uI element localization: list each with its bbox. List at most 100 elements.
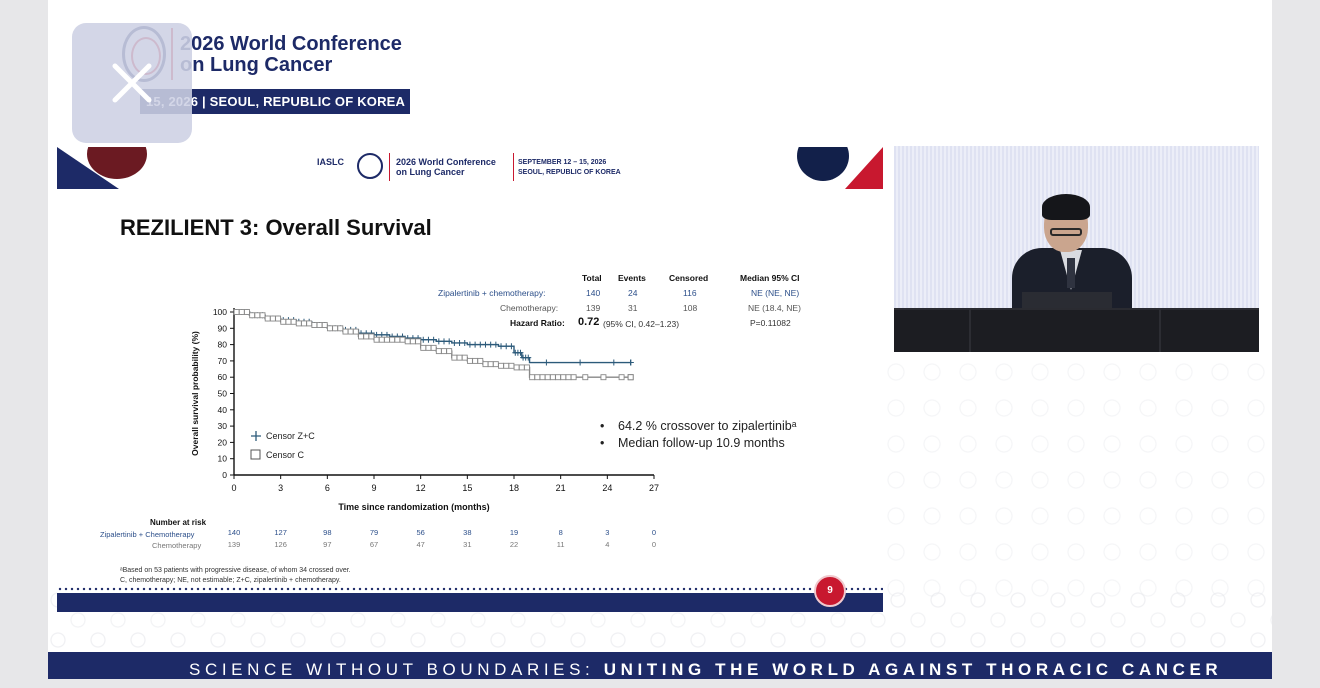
x-tick-label: 9 <box>371 483 376 493</box>
x-tick-label: 3 <box>278 483 283 493</box>
censor-mark-c <box>482 361 489 368</box>
conference-title-line2: on Lung Cancer <box>180 54 333 76</box>
slide-conference-logo <box>357 153 383 179</box>
legend-label-zc: Censor Z+C <box>266 431 315 441</box>
censor-mark-c <box>456 354 463 361</box>
y-tick-label: 90 <box>218 323 228 333</box>
y-tick-label: 100 <box>213 307 227 317</box>
censor-mark-c <box>404 338 411 345</box>
close-button[interactable] <box>72 23 192 143</box>
speaker-glasses <box>1050 228 1082 236</box>
censor-mark-c <box>363 333 370 340</box>
censor-mark-c <box>565 374 572 381</box>
censor-mark-c <box>461 354 468 361</box>
banner-tagline-light: SCIENCE WITHOUT BOUNDARIES: <box>189 660 604 679</box>
speaker-hair <box>1042 194 1090 220</box>
censor-mark-c <box>264 315 271 322</box>
censor-mark-c <box>534 374 541 381</box>
risk-value: 67 <box>369 540 379 549</box>
stats-row-zc-censored: 116 <box>683 288 697 298</box>
censor-mark-c <box>529 374 536 381</box>
p-value: P=0.11082 <box>750 318 791 328</box>
censor-mark-c <box>570 374 577 381</box>
censor-mark-c <box>378 336 385 343</box>
censor-mark-zc <box>610 359 617 366</box>
legend-label-c: Censor C <box>266 450 305 460</box>
iaslc-logo-text: IASLC <box>317 157 344 167</box>
y-tick-label: 10 <box>218 454 228 464</box>
censor-mark-zc <box>525 354 532 361</box>
slide-header-divider-2 <box>513 153 514 181</box>
censor-mark-c <box>477 357 484 364</box>
risk-value: 56 <box>416 528 425 537</box>
censor-mark-c <box>368 333 375 340</box>
censor-mark-zc <box>517 349 524 356</box>
laptop <box>1022 292 1112 308</box>
background-pattern-right <box>884 360 1272 600</box>
censor-mark-c <box>301 320 307 327</box>
censor-mark-c <box>238 309 245 315</box>
censor-mark-c <box>415 338 422 345</box>
censor-mark-zc <box>498 343 505 350</box>
censor-mark-zc <box>543 359 550 366</box>
risk-value: 139 <box>227 540 241 549</box>
censor-mark-c <box>337 325 344 332</box>
risk-value: 4 <box>605 540 610 549</box>
slide-conference-title: 2026 World Conference on Lung Cancer <box>396 157 516 177</box>
censor-mark-c <box>466 357 473 364</box>
risk-value: 3 <box>605 528 610 537</box>
header-corner-left <box>57 147 119 189</box>
censor-mark-zc <box>456 339 463 346</box>
censor-mark-c <box>275 315 282 322</box>
close-icon <box>112 63 152 103</box>
bullet-follow-up: Median follow-up 10.9 months <box>598 435 796 452</box>
risk-value: 126 <box>274 540 287 549</box>
km-chart: 0 3 6 9 12 15 18 21 24 27 0 10 20 30 40 50 60 70 80 90 100 Ti… <box>190 307 659 512</box>
x-tick-label: 6 <box>325 483 330 493</box>
censor-mark-zc <box>477 341 484 348</box>
censor-mark-c <box>560 374 567 381</box>
censor-mark-c <box>384 336 390 343</box>
censor-mark-zc <box>446 338 453 345</box>
risk-value: 0 <box>651 540 657 549</box>
censor-mark-zc <box>503 343 510 350</box>
censor-mark-c <box>373 336 380 343</box>
risk-value: 0 <box>651 528 657 537</box>
censor-mark-zc <box>627 359 634 366</box>
censor-mark-c <box>233 309 240 315</box>
stats-row-zc-total: 140 <box>586 288 601 298</box>
risk-value: 31 <box>463 540 472 549</box>
footnote-line2: C, chemotherapy; NE, not estimable; Z+C,… <box>120 577 341 584</box>
y-tick-label: 30 <box>218 421 228 431</box>
risk-value: 97 <box>323 540 332 549</box>
podium-seam <box>969 308 971 352</box>
bullet-crossover: 64.2 % crossover to zipalertinibᵃ <box>598 418 796 435</box>
number-at-risk-title: Number at risk <box>150 518 207 527</box>
risk-value: 22 <box>509 540 519 549</box>
censor-mark-c <box>295 320 302 327</box>
censor-mark-c <box>394 336 401 343</box>
censor-mark-c <box>326 325 333 332</box>
y-tick-label: 70 <box>218 356 228 366</box>
stats-row-zc-label: Zipalertinib + chemotherapy: <box>438 288 546 298</box>
y-tick-label: 60 <box>218 372 228 382</box>
risk-value: 98 <box>323 528 332 537</box>
censor-mark-zc <box>461 339 468 346</box>
risk-value: 8 <box>558 528 563 537</box>
risk-value: 11 <box>556 540 565 549</box>
censor-mark-c <box>435 348 442 355</box>
risk-value: 38 <box>463 528 472 537</box>
slide-header: IASLC 2026 World Conference on Lung Canc… <box>57 147 883 189</box>
stats-row-c-label: Chemotherapy: <box>500 303 559 313</box>
x-tick-label: 18 <box>509 483 519 493</box>
stats-row-c-censored: 108 <box>683 303 698 313</box>
podium-seam-2 <box>1159 308 1161 352</box>
slide-dates-line1: SEPTEMBER 12 – 15, 2026 <box>518 159 607 166</box>
x-axis-label: Time since randomization (months) <box>338 502 489 512</box>
stats-header-median: Median 95% CI <box>740 273 800 283</box>
y-tick-label: 40 <box>218 405 228 415</box>
censor-mark-c <box>446 348 453 355</box>
censor-mark-c <box>269 315 276 322</box>
censor-mark-c <box>249 312 256 319</box>
stats-header-total: Total <box>582 273 602 283</box>
